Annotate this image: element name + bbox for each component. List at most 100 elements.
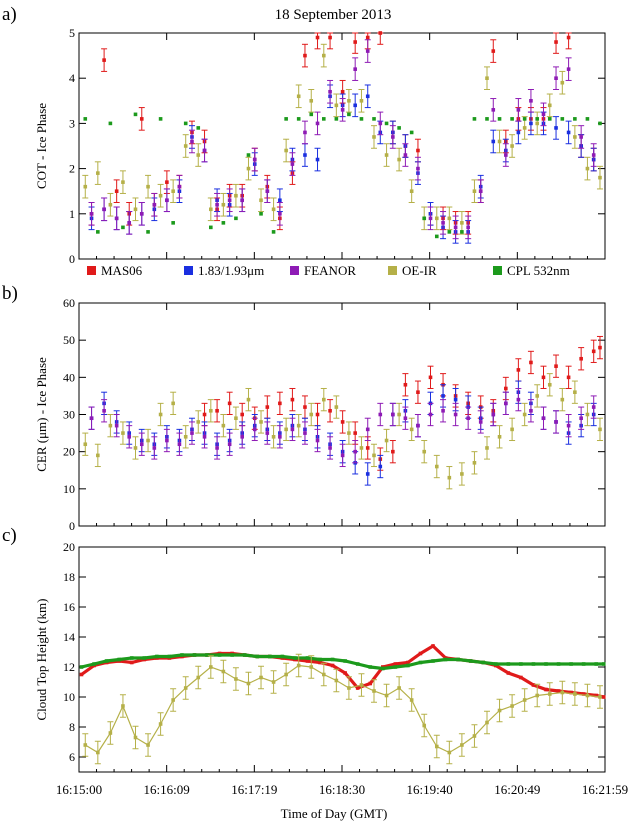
data-point: [318, 660, 322, 665]
data-point: [573, 135, 577, 139]
data-point: [221, 669, 226, 674]
data-point: [209, 665, 213, 669]
data-point: [152, 202, 157, 207]
data-point: [365, 94, 370, 99]
data-point: [547, 117, 552, 121]
legend-label: OE-IR: [402, 263, 437, 278]
data-point: [321, 672, 326, 677]
x-tick-label: 16:20:49: [494, 782, 540, 797]
data-point: [516, 397, 521, 402]
data-point: [541, 375, 546, 380]
data-point: [601, 695, 606, 699]
data-point: [309, 412, 314, 417]
data-point: [422, 723, 427, 728]
data-point: [598, 345, 602, 350]
data-point: [585, 412, 590, 417]
data-point: [409, 130, 414, 135]
data-point: [259, 212, 263, 216]
x-axis-label: Time of Day (GMT): [281, 806, 388, 821]
legend-label: 1.83/1.93μm: [198, 263, 264, 278]
data-point: [397, 126, 401, 130]
data-point: [506, 671, 511, 675]
y-tick-label: 10: [63, 690, 75, 704]
y-tick-label: 60: [63, 296, 75, 310]
data-point: [460, 472, 464, 476]
data-point: [573, 117, 577, 121]
data-point: [544, 687, 548, 692]
data-point: [529, 121, 533, 126]
data-point: [89, 212, 94, 216]
data-point: [359, 683, 364, 687]
data-point: [242, 653, 247, 657]
data-point: [296, 423, 301, 428]
data-point: [447, 750, 452, 755]
data-point: [422, 216, 427, 221]
data-point: [265, 431, 270, 435]
data-point: [252, 157, 257, 162]
data-point: [121, 704, 125, 708]
data-point: [384, 153, 389, 157]
data-point: [83, 117, 88, 121]
data-point: [265, 405, 270, 409]
x-tick-label: 16:18:30: [319, 782, 365, 797]
data-point: [177, 442, 182, 447]
data-point: [290, 162, 295, 166]
data-point: [221, 221, 226, 225]
legend-label: FEANOR: [304, 263, 356, 278]
data-point: [83, 442, 88, 447]
data-point: [92, 662, 96, 666]
data-point: [334, 678, 339, 683]
data-point: [252, 427, 257, 432]
legend-swatch: [493, 266, 502, 275]
data-point: [598, 695, 602, 699]
data-point: [315, 412, 320, 417]
data-point: [531, 662, 536, 666]
data-point: [171, 401, 175, 406]
data-point: [318, 657, 322, 662]
data-point: [365, 446, 370, 450]
y-tick-label: 8: [69, 720, 75, 734]
data-point: [601, 662, 606, 666]
data-point: [146, 184, 150, 189]
data-point: [504, 153, 508, 157]
data-point: [535, 693, 540, 698]
data-point: [246, 166, 251, 171]
data-point: [365, 427, 370, 432]
data-point: [365, 49, 370, 53]
data-point: [183, 435, 188, 439]
data-point: [177, 184, 182, 189]
series-feanor: [88, 39, 597, 240]
data-point: [516, 130, 521, 135]
data-point: [240, 198, 244, 203]
data-point: [384, 693, 389, 698]
data-point: [434, 234, 439, 239]
data-point: [96, 453, 100, 458]
data-point: [296, 117, 301, 121]
data-point: [497, 435, 502, 439]
data-point: [497, 117, 502, 121]
data-point: [478, 189, 483, 193]
data-point: [234, 416, 238, 421]
legend-label: CPL 532nm: [507, 263, 570, 278]
data-point: [359, 99, 364, 103]
data-point: [591, 405, 596, 409]
data-point: [460, 221, 464, 225]
data-point: [121, 431, 125, 435]
panel-label-c: c): [2, 525, 17, 546]
data-point: [554, 364, 558, 368]
y-tick-label: 40: [63, 370, 75, 384]
data-point: [343, 671, 347, 675]
series-cpl-532nm: [79, 653, 606, 671]
data-point: [585, 117, 590, 121]
data-point: [133, 207, 138, 212]
data-point: [418, 651, 423, 656]
data-point: [227, 401, 232, 406]
data-point: [158, 193, 163, 198]
data-point: [315, 157, 320, 162]
data-point: [215, 446, 219, 450]
series-mas06: [88, 31, 597, 235]
y-tick-label: 4: [69, 71, 75, 85]
data-point: [516, 108, 521, 112]
data-point: [491, 412, 496, 417]
y-tick-label: 18: [63, 570, 75, 584]
